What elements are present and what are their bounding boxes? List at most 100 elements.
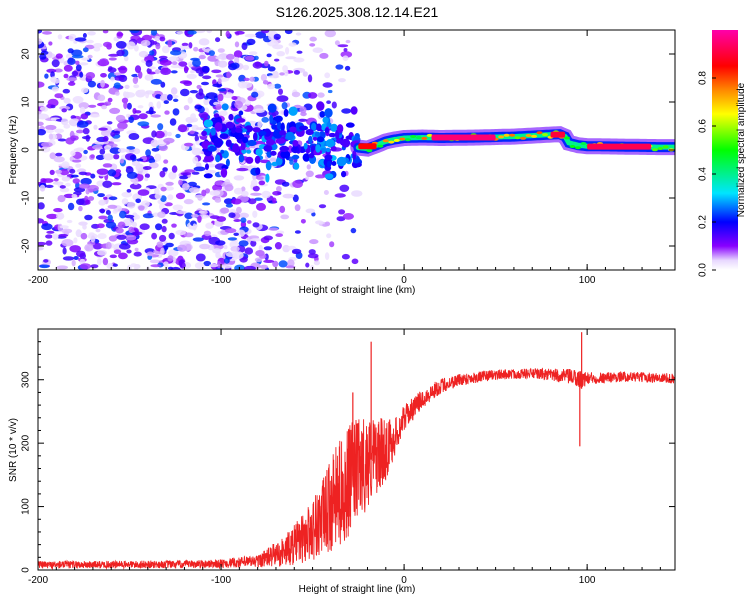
spectrogram-cell	[187, 30, 197, 35]
spectrogram-cell	[282, 193, 295, 199]
spectrogram-cell	[169, 118, 177, 126]
spectrogram-cell	[215, 37, 221, 43]
spectrogram-cell	[54, 128, 65, 133]
snr-ytick-label: 200	[21, 434, 32, 451]
spectrogram-cell	[350, 106, 358, 115]
spectrogram-cell	[139, 223, 150, 230]
spectrogram-cell	[59, 105, 71, 111]
spectrogram-cell	[183, 232, 194, 238]
spectrogram-cell	[38, 101, 45, 107]
spectrogram-cell	[241, 190, 249, 197]
spectrogram-cell	[128, 226, 135, 232]
spectrogram-cell	[351, 190, 363, 197]
spectrogram-cell	[170, 64, 181, 69]
spectrogram-cell	[126, 171, 138, 179]
spectrogram-cell	[141, 34, 152, 42]
spectrogram-ytick-label: 20	[21, 48, 32, 60]
spectrogram-cell	[224, 228, 237, 234]
spectrogram-cell	[159, 234, 167, 242]
spectrogram-cell	[145, 149, 152, 157]
spectrogram-cell	[177, 124, 188, 133]
spectrogram-cell	[167, 94, 173, 101]
spectrogram-cell	[193, 166, 206, 172]
spectrogram-cell	[234, 41, 240, 48]
spectrogram-cell	[170, 266, 181, 270]
spectrogram-cell	[231, 62, 240, 69]
spectrogram-cell	[215, 74, 224, 78]
spectrogram-cell	[219, 133, 229, 140]
spectrogram-cell	[160, 67, 172, 75]
spectrogram-cell	[105, 210, 111, 215]
spectrogram-cell	[157, 211, 166, 218]
spectrogram-cell	[144, 74, 154, 81]
spectrogram-cell	[234, 30, 245, 35]
spectrogram-cell	[224, 257, 230, 264]
spectrogram-cell	[183, 198, 194, 205]
spectrogram-cell	[204, 154, 214, 163]
spectrogram-cell	[80, 177, 92, 186]
spectrogram-cell	[307, 253, 319, 259]
spectrogram-cell	[234, 56, 240, 64]
colorbar-tick-label: 0.8	[698, 71, 709, 85]
spectrogram-cell	[203, 119, 213, 128]
spectrogram-cell	[100, 73, 107, 78]
spectrogram-cell	[215, 240, 226, 246]
spectrogram-cell	[305, 170, 314, 178]
spectrogram-cell	[73, 40, 78, 44]
spectrogram-cell	[171, 165, 178, 173]
spectrogram-cell	[278, 88, 283, 95]
spectrogram-cell	[340, 51, 353, 58]
spectrogram-cell	[273, 33, 281, 40]
spectrogram-cell	[203, 260, 211, 267]
spectrogram-cell	[124, 214, 135, 219]
spectrogram-cell	[205, 92, 218, 100]
spectrogram-cell	[159, 36, 166, 42]
spectrogram-cell	[127, 201, 136, 209]
spectrogram-cell	[213, 137, 223, 148]
spectrogram-cell	[148, 101, 154, 109]
spectrogram-cell	[51, 59, 60, 68]
spectrogram-xtick-label: 100	[579, 275, 596, 286]
spectrogram-cell	[282, 65, 288, 73]
spectrogram-cell	[193, 46, 199, 52]
spectrogram-xtick-label: -100	[211, 275, 231, 286]
spectrogram-cell	[168, 249, 179, 257]
spectrogram-cell	[216, 261, 222, 269]
ridge-speckle	[415, 136, 422, 139]
spectrogram-cell	[55, 53, 63, 59]
spectrogram-cell	[57, 138, 67, 142]
spectrogram-cell	[244, 247, 254, 255]
ridge-speckle	[377, 144, 384, 148]
spectrogram-cell	[217, 78, 222, 85]
spectrogram-cell	[164, 110, 170, 115]
spectrogram-cell	[160, 81, 166, 88]
spectrogram-cell	[296, 50, 303, 54]
spectrogram-cell	[79, 62, 89, 66]
spectrogram-cell	[177, 244, 187, 252]
spectrogram-cell	[103, 196, 108, 200]
spectrogram-cell	[178, 179, 183, 186]
spectrogram-cell	[108, 57, 117, 61]
spectrogram-cell	[86, 39, 94, 44]
spectrogram-cell	[267, 66, 276, 72]
spectrogram-cell	[138, 205, 145, 211]
spectrogram-cell	[275, 138, 286, 144]
spectrogram-cell	[170, 50, 182, 56]
spectrogram-cell	[113, 154, 120, 160]
spectrogram-cell	[285, 56, 297, 60]
spectrogram-cell	[76, 120, 89, 128]
spectrogram-cell	[40, 146, 51, 153]
spectrogram-cell	[214, 122, 223, 132]
spectrogram-cell	[78, 183, 91, 189]
spectrogram-cell	[308, 135, 313, 145]
spectrogram-cell	[305, 262, 310, 268]
spectrogram-cell	[261, 116, 270, 123]
spectrogram-cell	[252, 127, 261, 133]
spectrogram-cell	[307, 74, 313, 83]
spectrogram-cell	[236, 167, 249, 172]
spectrogram-cell	[192, 237, 204, 242]
spectrogram-cell	[70, 121, 77, 127]
spectrogram-cell	[46, 213, 59, 220]
spectrogram-cell	[201, 65, 210, 73]
spectrogram-cell	[54, 68, 63, 73]
